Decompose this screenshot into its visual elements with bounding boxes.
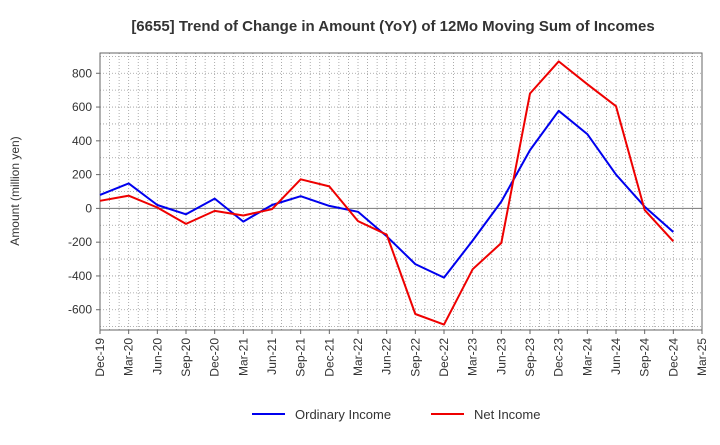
x-tick-label: Dec-19 — [93, 338, 107, 377]
y-tick-label: -600 — [68, 303, 92, 317]
x-tick-label: Mar-23 — [466, 338, 480, 376]
x-tick-label: Sep-23 — [523, 338, 537, 377]
y-tick-label: -400 — [68, 269, 92, 283]
x-tick-label: Dec-23 — [552, 338, 566, 377]
x-tick-label: Dec-21 — [322, 338, 336, 377]
y-tick-label: 800 — [72, 66, 92, 80]
x-tick-label: Mar-25 — [695, 338, 709, 376]
y-tick-label: 600 — [72, 100, 92, 114]
x-tick-label: Jun-20 — [150, 338, 164, 375]
x-tick-label: Jun-23 — [494, 338, 508, 375]
x-tick-label: Sep-20 — [179, 338, 193, 377]
x-tick-label: Jun-21 — [265, 338, 279, 375]
x-tick-label: Mar-21 — [236, 338, 250, 376]
legend: Ordinary Income Net Income — [252, 407, 540, 422]
chart-title: [6655] Trend of Change in Amount (YoY) o… — [131, 18, 654, 35]
y-axis-label: Amount (million yen) — [8, 136, 22, 245]
x-tick-label: Dec-20 — [208, 338, 222, 377]
y-tick-label: 200 — [72, 168, 92, 182]
y-tick-label: -200 — [68, 235, 92, 249]
legend-label: Ordinary Income — [295, 407, 391, 422]
y-tick-label: 0 — [85, 201, 92, 215]
x-tick-label: Mar-24 — [580, 338, 594, 376]
x-tick-label: Dec-22 — [437, 338, 451, 377]
x-tick-label: Jun-24 — [609, 338, 623, 375]
y-tick-label: 400 — [72, 134, 92, 148]
grid-layer — [100, 53, 702, 330]
x-tick-label: Mar-22 — [351, 338, 365, 376]
legend-label: Net Income — [474, 407, 540, 422]
x-tick-label: Sep-21 — [294, 338, 308, 377]
x-tick-label: Sep-24 — [638, 338, 652, 377]
x-tick-label: Dec-24 — [666, 338, 680, 377]
x-tick-label: Mar-20 — [122, 338, 136, 376]
x-tick-label: Sep-22 — [408, 338, 422, 377]
x-tick-label: Jun-22 — [380, 338, 394, 375]
